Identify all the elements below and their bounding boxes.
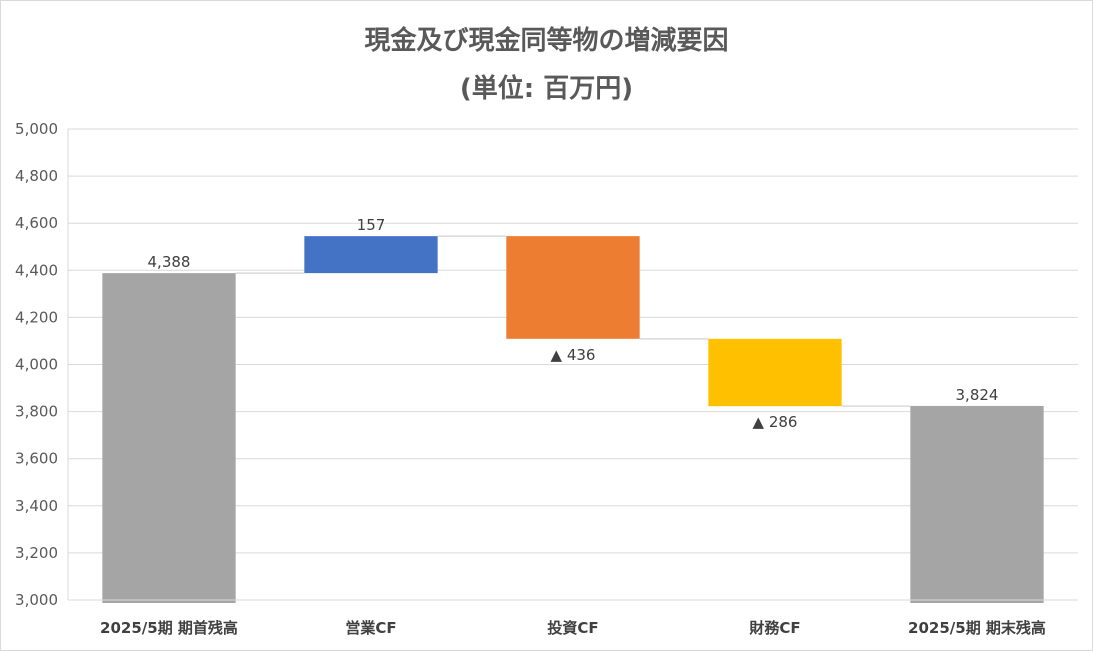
bar-0 bbox=[102, 273, 236, 603]
data-label: ▲ 436 bbox=[551, 346, 596, 364]
x-tick-label: 投資CF bbox=[547, 619, 598, 637]
bars bbox=[102, 236, 1044, 603]
y-tick-label: 3,200 bbox=[15, 544, 58, 562]
data-label: 3,824 bbox=[956, 386, 999, 404]
y-axis: 3,000 3,200 3,400 3,600 3,800 4,000 4,200 4,400… bbox=[15, 120, 69, 609]
data-label: 157 bbox=[357, 216, 386, 234]
bar-4 bbox=[910, 405, 1044, 603]
bar-1 bbox=[304, 236, 438, 274]
y-tick-label: 5,000 bbox=[15, 120, 58, 138]
y-tick-label: 3,400 bbox=[15, 497, 58, 515]
bar-3 bbox=[708, 338, 842, 407]
chart-subtitle: (単位: 百万円) bbox=[459, 74, 634, 104]
x-tick-label: 営業CF bbox=[345, 619, 396, 637]
y-tick-label: 4,200 bbox=[15, 308, 58, 326]
bar-2 bbox=[506, 236, 640, 339]
y-tick-label: 4,000 bbox=[15, 356, 58, 374]
y-tick-label: 3,800 bbox=[15, 403, 58, 421]
y-tick-label: 4,600 bbox=[15, 214, 58, 232]
chart-title: 現金及び現金同等物の増減要因 bbox=[364, 26, 729, 56]
x-axis: 2025/5期 期首残高 営業CF 投資CF 財務CF 2025/5期 期末残高 bbox=[68, 599, 1078, 637]
y-tick-label: 4,400 bbox=[15, 261, 58, 279]
y-tick-label: 3,600 bbox=[15, 450, 58, 468]
data-label: ▲ 286 bbox=[753, 413, 798, 431]
y-tick-label: 4,800 bbox=[15, 167, 58, 185]
x-tick-label: 2025/5期 期首残高 bbox=[100, 619, 238, 637]
y-tick-label: 3,000 bbox=[15, 591, 58, 609]
x-tick-label: 財務CF bbox=[748, 619, 800, 637]
x-tick-label: 2025/5期 期末残高 bbox=[908, 619, 1046, 637]
data-labels: 4,388 157 ▲ 436 ▲ 286 3,824 bbox=[148, 216, 999, 431]
data-label: 4,388 bbox=[148, 253, 191, 271]
connector-lines bbox=[235, 235, 911, 407]
